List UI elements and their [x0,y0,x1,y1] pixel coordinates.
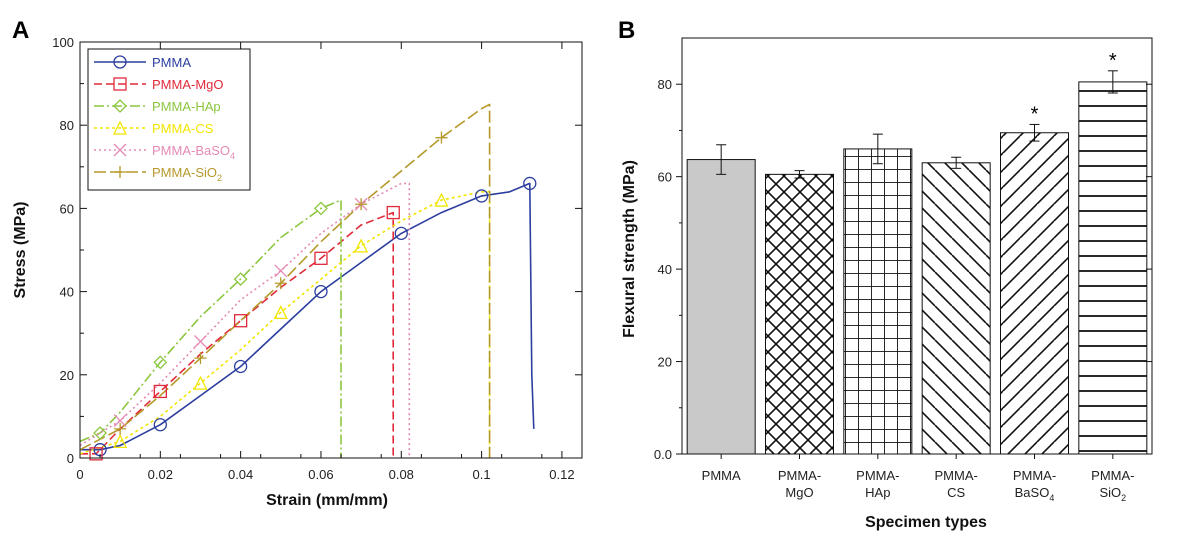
series-marker-1-9 [386,205,400,220]
series-marker-3-1 [113,433,128,449]
panel-a-label: A [12,17,29,44]
axes-b: 0.0 20 40 60 80 [654,37,1153,462]
y-tick-label: 20 [60,368,74,383]
series-marker-0-7 [314,284,328,299]
y-tick-label: 0 [67,451,74,466]
series-marker-5-9 [435,131,448,144]
category-sublabel-3: CS [947,485,965,500]
series-line-5 [79,103,491,458]
bars: PMMA PMMA- MgO PMMA- HAp PMMA- CS * PMMA- BaSO4 * P… [686,50,1148,503]
bar-4 [1000,132,1069,455]
significance-mark-5: * [1109,50,1117,72]
axes: 0 0.02 0.04 0.06 0.08 0.1 0.12 0 20 40 60 80 100 [52,35,583,482]
series-marker-0-11 [474,189,489,203]
y-axis-title-b: Flexural strength (MPa) [621,160,638,338]
series-marker-3-5 [273,304,288,320]
series-marker-3-7 [354,238,369,253]
panel-b-label: B [618,17,635,44]
x-tick-label: 0 [76,467,83,482]
plot-frame-b [681,37,1153,455]
category-label-0: PMMA [702,468,741,483]
legend-label-0: PMMA [152,55,191,70]
y-tick-label-b: 80 [658,77,672,92]
legend-marker-4 [113,143,127,157]
legend-marker-3 [112,120,128,135]
y-axis-title: Stress (MPa) [12,202,29,299]
category-sublabel-5: SiO2 [1099,485,1126,503]
x-tick-label: 0.1 [473,467,491,482]
series-marker-0-9 [394,226,408,241]
x-axis-title: Strain (mm/mm) [266,492,388,509]
x-tick-label: 0.04 [228,467,253,482]
series-marker-0-3 [153,418,167,432]
series-markers [89,131,537,461]
category-sublabel-4: BaSO4 [1015,485,1055,503]
category-label-2: PMMA- [856,468,899,483]
significance-mark-4: * [1031,103,1039,125]
y-tick-label: 40 [60,285,74,300]
stress-strain-chart: A 0 0.02 0.04 0.06 0.08 0.1 0.12 0 20 40 60 80 100 P… [12,17,583,509]
bar-2 [843,148,913,455]
series-marker-5-7 [355,198,368,211]
y-tick-label-b: 20 [658,355,672,370]
legend-marker-2 [113,99,127,113]
series-marker-4-1 [113,414,127,428]
category-label-3: PMMA- [934,468,977,483]
bar-3 [921,162,991,455]
series-marker-1-5 [233,314,248,328]
x-tick-label: 0.08 [389,467,414,482]
y-tick-label: 60 [60,201,74,216]
series-marker-2-1 [93,426,107,440]
series-marker-3-9 [434,192,449,207]
series-marker-0-13 [523,176,537,191]
series-marker-1-7 [314,251,328,265]
legend-label-1: PMMA-MgO [152,77,224,92]
x-tick-label: 0.12 [549,467,574,482]
legend-box [87,48,251,191]
bar-0 [686,159,756,455]
x-tick-label: 0.02 [148,467,173,482]
category-label-5: PMMA- [1091,468,1134,483]
bar-5 [1078,81,1148,455]
series-marker-1-3 [153,384,167,399]
series-marker-1-1 [89,447,103,461]
y-tick-label: 100 [52,35,74,50]
series-marker-5-3 [194,352,207,365]
legend-label-2: PMMA-HAp [152,99,221,114]
series-lines [79,103,535,458]
legend-marker-1 [113,77,127,91]
category-sublabel-1: MgO [785,485,813,500]
legend-marker-0 [113,55,127,69]
category-label-4: PMMA- [1013,468,1056,483]
y-tick-label-b: 40 [658,262,672,277]
category-label-1: PMMA- [778,468,821,483]
series-line-1 [80,211,395,458]
category-sublabel-2: HAp [865,485,890,500]
x-axis-title-b: Specimen types [865,514,987,531]
legend-label-3: PMMA-CS [152,121,214,136]
series-marker-2-3 [153,355,168,370]
series-marker-4-3 [194,335,207,348]
y-tick-label-b: 0.0 [654,447,672,462]
bar-1 [765,173,834,455]
series-marker-5-5 [274,277,287,290]
legend-marker-5 [114,166,126,178]
y-tick-label-b: 60 [658,170,672,185]
series-marker-4-5 [274,264,288,278]
y-tick-label: 80 [60,118,74,133]
series-line-3 [79,191,491,458]
x-tick-label: 0.06 [308,467,333,482]
series-marker-2-7 [314,201,328,216]
series-marker-5-1 [114,422,127,435]
series-marker-3-3 [193,375,208,390]
legend-label-5: PMMA-SiO2 [152,165,222,183]
legend-label-4: PMMA-BaSO4 [152,143,235,161]
series-marker-2-5 [233,272,248,287]
series-line-2 [79,199,342,458]
legend: PMMA PMMA-MgO PMMA-HAp PMMA-CS PMMA-BaSO4 PMM… [87,48,251,191]
series-marker-0-5 [233,359,248,374]
